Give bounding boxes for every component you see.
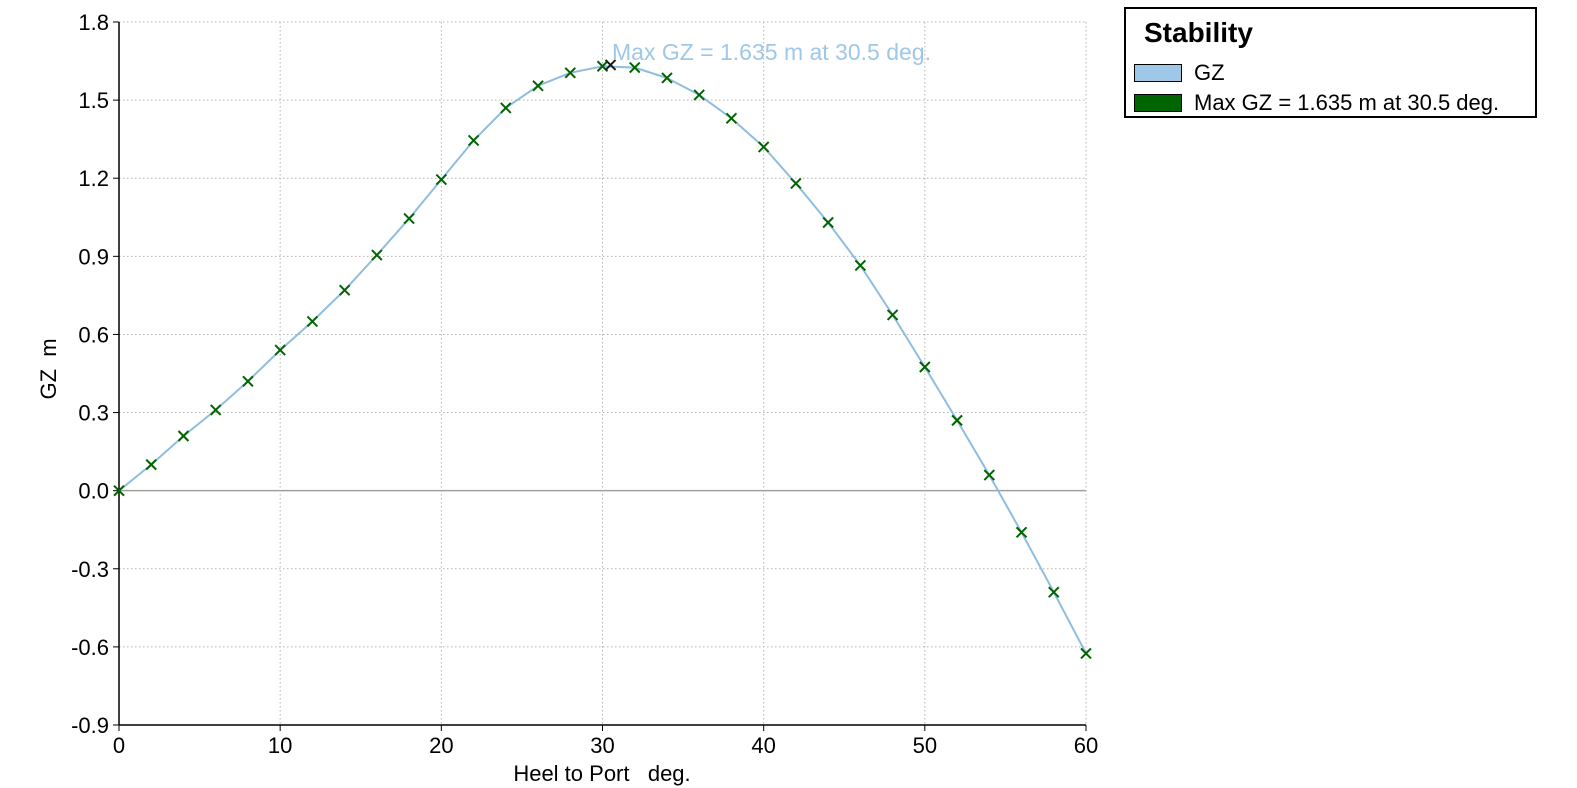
marker-stroke [596, 60, 609, 72]
gz-point [822, 216, 834, 229]
marker-stroke [951, 414, 963, 427]
gz-point [693, 89, 705, 101]
legend-label-gz: GZ [1194, 60, 1225, 85]
legend-label-max-gz: Max GZ = 1.635 m at 30.5 deg. [1194, 90, 1500, 115]
gz-point [532, 80, 544, 92]
gz-point [403, 212, 415, 225]
max-gz-point [604, 59, 617, 71]
gz-point [113, 484, 125, 497]
gz-point [177, 430, 190, 442]
marker-stroke [145, 458, 157, 471]
gz-point [145, 458, 157, 471]
gz-point [500, 102, 512, 114]
gz-point [564, 67, 576, 79]
marker-stroke [306, 315, 319, 328]
gz-point [757, 141, 770, 153]
marker-stroke [757, 141, 770, 153]
gz-point [1015, 526, 1028, 539]
gz-point [983, 469, 996, 481]
legend: Stability GZ Max GZ = 1.635 m at 30.5 de… [1124, 7, 1537, 118]
marker-stroke [854, 259, 867, 272]
marker-stroke [693, 89, 705, 101]
marker-stroke [919, 361, 931, 373]
y-tick-label: 0.9 [78, 244, 109, 269]
gz-point [435, 173, 448, 186]
legend-title: Stability [1144, 17, 1253, 48]
marker-stroke [467, 134, 480, 147]
marker-stroke [1080, 647, 1092, 660]
y-tick-label: 0.6 [78, 322, 109, 347]
gz-point [629, 61, 641, 74]
y-tick-label: -0.3 [71, 557, 109, 582]
legend-swatch-max-gz [1134, 94, 1182, 112]
marker-stroke [274, 344, 286, 356]
gz-point [371, 249, 383, 261]
marker-stroke [725, 112, 738, 125]
legend-item-max-gz: Max GZ = 1.635 m at 30.5 deg. [1134, 90, 1499, 116]
marker-stroke [1048, 586, 1060, 598]
x-tick-label: 10 [268, 733, 292, 758]
y-tick-label: 1.5 [78, 88, 109, 113]
x-tick-label: 50 [913, 733, 937, 758]
gz-point [919, 361, 931, 373]
marker-stroke [113, 484, 125, 497]
axes [113, 21, 1087, 731]
marker-stroke [371, 249, 383, 261]
y-tick-label: 1.2 [78, 166, 109, 191]
gz-point [886, 309, 899, 321]
marker-stroke [1015, 526, 1028, 539]
marker-stroke [242, 375, 254, 388]
legend-swatch-gz [1134, 64, 1182, 82]
marker-stroke [629, 61, 641, 74]
y-tick-label: 0.0 [78, 479, 109, 504]
max-gz-annotation: Max GZ = 1.635 m at 30.5 deg. [612, 39, 931, 65]
gz-point [306, 315, 319, 328]
marker-stroke [886, 309, 899, 321]
marker-stroke [177, 430, 190, 442]
marker-stroke [604, 59, 617, 71]
marker-stroke [790, 177, 802, 190]
gz-point [242, 375, 254, 388]
x-tick-label: 30 [590, 733, 614, 758]
gz-point [209, 404, 222, 416]
y-tick-label: 0.3 [78, 401, 109, 426]
gz-point [790, 177, 802, 190]
marker-stroke [500, 102, 512, 114]
gz-point [951, 414, 963, 427]
marker-stroke [983, 469, 996, 481]
marker-stroke [435, 173, 448, 186]
gz-point [338, 284, 351, 296]
marker-stroke [209, 404, 222, 416]
marker-stroke [564, 67, 576, 79]
x-tick-label: 60 [1074, 733, 1098, 758]
y-tick-label: -0.9 [71, 713, 109, 738]
gz-point [854, 259, 867, 272]
gz-markers [113, 59, 1092, 660]
x-tick-label: 40 [751, 733, 775, 758]
x-tick-label: 0 [113, 733, 125, 758]
marker-stroke [661, 72, 673, 84]
tick-labels: 0 10 20 30 40 50 60 -0.9 -0.6 -0.3 0.0 0.3 0.6 0.9 1.2… [71, 10, 1098, 758]
x-axis-label: Heel to Port deg. [513, 761, 690, 786]
y-tick-label: -0.6 [71, 635, 109, 660]
y-tick-label: 1.8 [78, 10, 109, 35]
gz-point [467, 134, 480, 147]
gz-point [274, 344, 286, 356]
legend-item-gz: GZ [1134, 60, 1225, 86]
marker-stroke [822, 216, 834, 229]
gz-point [725, 112, 738, 125]
gz-point [1080, 647, 1092, 660]
marker-stroke [338, 284, 351, 296]
y-axis-label: GZ m [36, 338, 61, 399]
grid [119, 21, 1087, 725]
gz-point [1048, 586, 1060, 598]
marker-stroke [532, 80, 544, 92]
x-tick-label: 20 [429, 733, 453, 758]
gz-point [661, 72, 673, 84]
marker-stroke [403, 212, 415, 225]
